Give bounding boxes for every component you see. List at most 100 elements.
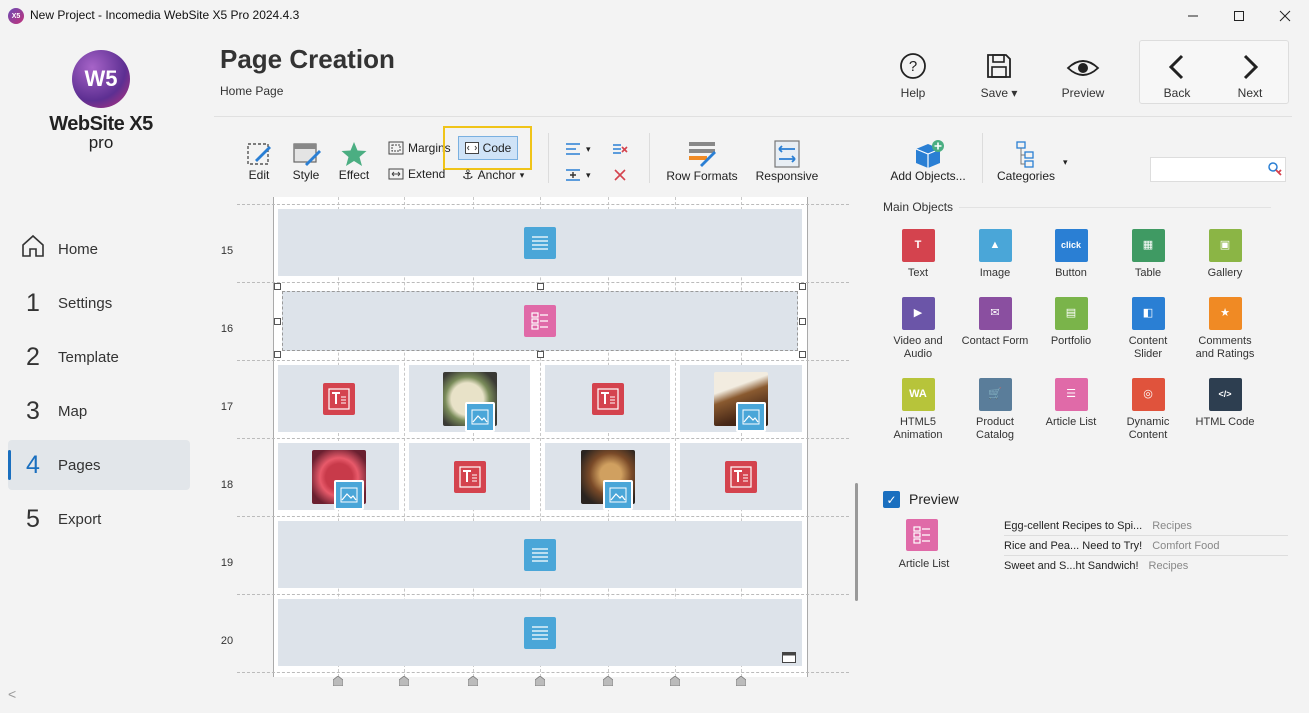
minimize-button[interactable]: [1170, 0, 1216, 31]
object-button[interactable]: click Button: [1034, 229, 1108, 280]
object-gallery[interactable]: ▣ Gallery: [1188, 229, 1262, 280]
column-marker-icon[interactable]: [670, 676, 680, 686]
search-input[interactable]: [1150, 157, 1286, 182]
object-product-catalog[interactable]: 🛒 Product Catalog: [958, 378, 1032, 442]
row-separator: [237, 672, 849, 673]
sidebar-item-export[interactable]: 5 Export: [8, 494, 190, 544]
column-marker-icon[interactable]: [736, 676, 746, 686]
preview-checkbox[interactable]: ✓: [883, 491, 900, 508]
object-comments-and-ratings[interactable]: ★ Comments and Ratings: [1188, 297, 1262, 361]
row-number: 17: [220, 401, 234, 413]
object-html-code[interactable]: </> HTML Code: [1188, 378, 1262, 429]
column-guide: [608, 197, 609, 677]
categories-button[interactable]: Categories: [995, 139, 1057, 183]
object-table[interactable]: ▦ Table: [1111, 229, 1185, 280]
resize-handle[interactable]: [799, 283, 806, 290]
object-html5-animation[interactable]: WA HTML5 Animation: [881, 378, 955, 442]
preview-row: Sweet and S...ht Sandwich! Recipes: [1004, 556, 1288, 576]
sidebar-item-settings[interactable]: 1 Settings: [8, 278, 190, 328]
back-button[interactable]: Back: [1142, 44, 1212, 100]
delete-cell-button[interactable]: [612, 167, 628, 183]
resize-handle[interactable]: [537, 283, 544, 290]
object-article-list[interactable]: ☰ Article List: [1034, 378, 1108, 429]
row-formats-button[interactable]: Row Formats: [664, 139, 740, 183]
resize-handle[interactable]: [799, 351, 806, 358]
canvas-cell-list[interactable]: [278, 209, 802, 276]
add-objects-button[interactable]: Add Objects...: [888, 139, 968, 183]
canvas-cell-image[interactable]: [545, 443, 670, 510]
canvas-cell-list[interactable]: [278, 599, 802, 666]
responsive-button[interactable]: Responsive: [754, 139, 820, 183]
align-rows-button[interactable]: ▾: [564, 141, 591, 157]
close-button[interactable]: [1262, 0, 1308, 31]
canvas-cell-text[interactable]: [409, 443, 530, 510]
search-field[interactable]: [1151, 158, 1261, 180]
canvas-cell-text[interactable]: [680, 443, 802, 510]
next-button[interactable]: Next: [1215, 44, 1285, 100]
chevron-down-icon[interactable]: ▾: [1063, 157, 1068, 167]
edit-button[interactable]: Edit: [241, 140, 277, 182]
canvas-scrollbar[interactable]: [855, 483, 858, 601]
object-label: Dynamic Content: [1126, 416, 1170, 441]
home-icon: [8, 233, 58, 266]
search-clear-icon[interactable]: [1267, 161, 1283, 177]
collapse-sidebar-button[interactable]: <: [8, 686, 17, 702]
column-marker-icon[interactable]: [333, 676, 343, 686]
save-button[interactable]: Save ▾: [964, 44, 1034, 100]
gallery-icon: ▣: [1208, 229, 1242, 262]
code-button[interactable]: Code: [458, 136, 518, 160]
column-marker-icon[interactable]: [603, 676, 613, 686]
row-separator: [237, 594, 849, 595]
sidebar-item-template[interactable]: 2 Template: [8, 332, 190, 382]
canvas-cell-image[interactable]: [409, 365, 530, 432]
html-code-icon: </>: [1208, 378, 1242, 411]
maximize-button[interactable]: [1216, 0, 1262, 31]
object-dynamic-content[interactable]: ◎ Dynamic Content: [1111, 378, 1185, 442]
canvas-cell-list[interactable]: [278, 521, 802, 588]
help-icon: ?: [900, 53, 926, 79]
canvas-cell-text[interactable]: [545, 365, 670, 432]
image-icon: [736, 401, 766, 432]
object-portfolio[interactable]: ▤ Portfolio: [1034, 297, 1108, 348]
canvas-cell-image[interactable]: [278, 443, 399, 510]
object-contact-form[interactable]: ✉ Contact Form: [958, 297, 1032, 348]
column-marker-icon[interactable]: [468, 676, 478, 686]
resize-handle[interactable]: [274, 283, 281, 290]
help-button[interactable]: ? Help: [878, 44, 948, 100]
object-image[interactable]: ▲ Image: [958, 229, 1032, 280]
row-formats-icon: [689, 142, 716, 167]
object-video-and-audio[interactable]: ▶ Video and Audio: [881, 297, 955, 361]
style-button[interactable]: Style: [287, 140, 325, 182]
article-category: Recipes: [1152, 519, 1192, 532]
dynamic-content-icon: ◎: [1131, 378, 1165, 411]
row-format-icon[interactable]: [782, 650, 796, 668]
text-icon: [322, 382, 355, 415]
insert-row-button[interactable]: ▾: [564, 167, 591, 183]
anchor-button[interactable]: ⚓ Anchor ▾: [462, 167, 524, 183]
video-and-audio-icon: ▶: [901, 297, 935, 330]
page-title: Page Creation: [220, 44, 395, 74]
object-content-slider[interactable]: ◧ Content Slider: [1111, 297, 1185, 361]
sidebar-item-home[interactable]: Home: [8, 224, 190, 274]
margins-button[interactable]: Margins: [388, 141, 451, 155]
object-text[interactable]: T Text: [881, 229, 955, 280]
object-label: Content Slider: [1128, 335, 1168, 360]
categories-label: Categories: [996, 169, 1056, 183]
sidebar-item-map[interactable]: 3 Map: [8, 386, 190, 436]
resize-handle[interactable]: [537, 351, 544, 358]
resize-handle[interactable]: [274, 318, 281, 325]
canvas-cell-image[interactable]: [680, 365, 802, 432]
sidebar-item-pages[interactable]: 4 Pages: [8, 440, 190, 490]
resize-handle[interactable]: [274, 351, 281, 358]
effect-button[interactable]: Effect: [334, 140, 374, 182]
preview-button[interactable]: Preview: [1048, 44, 1118, 100]
article-title: Egg-cellent Recipes to Spi...: [1004, 519, 1143, 532]
preview-label: Preview: [909, 491, 959, 507]
extend-button[interactable]: Extend: [388, 167, 445, 181]
column-marker-icon[interactable]: [535, 676, 545, 686]
delete-row-button[interactable]: [612, 141, 628, 157]
canvas-cell-article-list[interactable]: [282, 291, 798, 351]
column-marker-icon[interactable]: [399, 676, 409, 686]
canvas-cell-text[interactable]: [278, 365, 399, 432]
resize-handle[interactable]: [799, 318, 806, 325]
